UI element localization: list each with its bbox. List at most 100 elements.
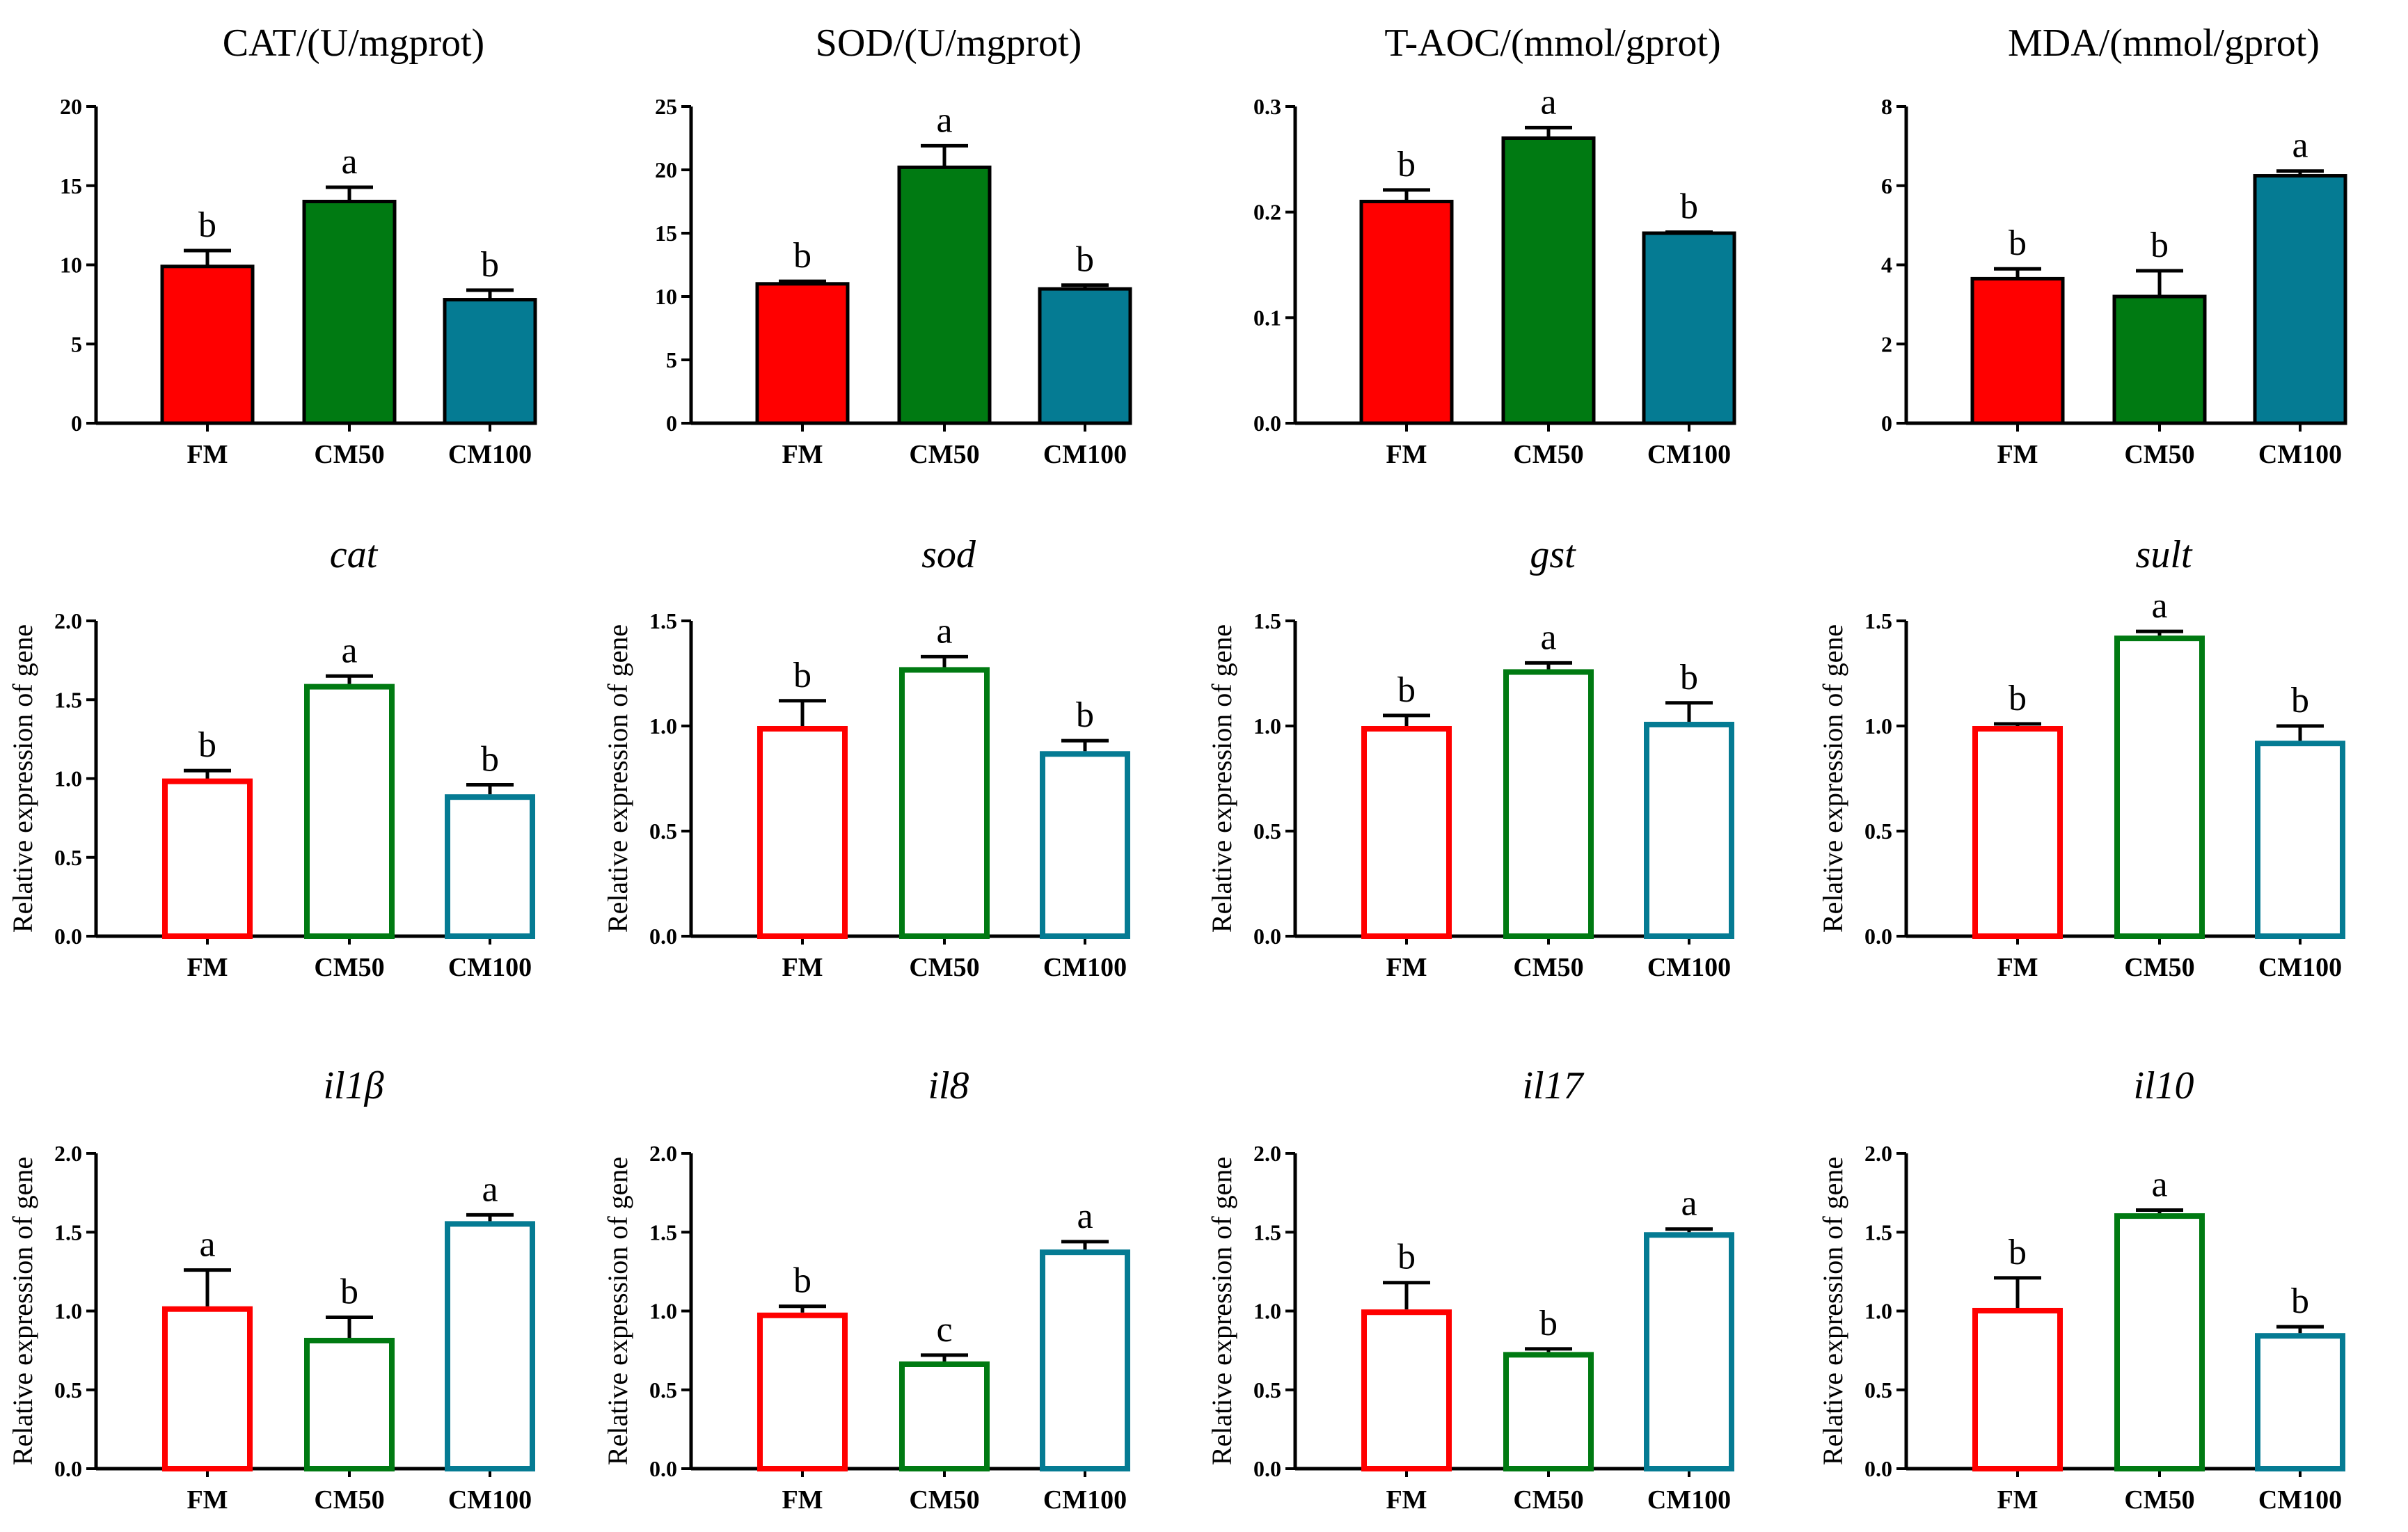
chart-2: SOD/(U/mgprot) 0 5 10 15 20 25 FM b CM50 a CM100 b [655, 22, 1132, 469]
chart-9-y-tick-label: 1.5 [54, 1219, 82, 1245]
chart-12-bar-fm [1972, 1307, 2063, 1471]
chart-11-y-tick-label: 0.5 [1253, 1377, 1281, 1403]
chart-11-y-tick-label: 1.5 [1253, 1219, 1281, 1245]
chart-10-significance-letter: a [1077, 1197, 1093, 1236]
chart-3-significance-letter: b [1397, 145, 1416, 184]
chart-8-y-tick-label: 0.0 [1864, 924, 1892, 949]
chart-11-category-label: CM50 [1513, 1485, 1583, 1515]
chart-2-y-tick-label: 20 [655, 157, 677, 182]
chart-4-significance-letter: b [2009, 223, 2027, 263]
chart-8-category-label: FM [1997, 953, 2038, 982]
chart-12-y-tick-label: 0.5 [1864, 1377, 1892, 1403]
chart-8-significance-letter: b [2009, 679, 2027, 718]
chart-9-y-tick-label: 2.0 [54, 1141, 82, 1166]
chart-10-y-tick-label: 0.0 [649, 1456, 677, 1481]
chart-9-significance-letter: b [340, 1272, 358, 1312]
chart-10-significance-letter: c [936, 1310, 952, 1350]
chart-1-category-label: CM50 [314, 440, 384, 469]
chart-6-bar-cm50 [899, 667, 990, 939]
chart-8-bar-cm50 [2114, 635, 2205, 939]
chart-4-y-tick-label: 4 [1881, 253, 1892, 278]
chart-3-category-label: CM50 [1513, 440, 1583, 469]
chart-11-y-axis-title: Relative expression of gene [1206, 1157, 1237, 1465]
chart-7-y-tick-label: 1.0 [1253, 713, 1281, 739]
chart-3-y-tick-label: 0.2 [1253, 200, 1281, 225]
chart-5-bar-cm50 [304, 684, 395, 939]
chart-5-bar-cm100 [445, 794, 535, 940]
chart-2-y-tick-label: 15 [655, 221, 677, 246]
chart-12-bar-cm50 [2114, 1213, 2205, 1471]
chart-5-bar-fm [162, 778, 253, 939]
chart-1-bar-fm [160, 264, 255, 425]
chart-3-category-label: CM100 [1647, 440, 1731, 469]
chart-6: sod Relative expression of gene 0.0 0.5 1.0 1… [602, 533, 1130, 982]
chart-7-category-label: CM100 [1647, 953, 1731, 982]
chart-12-category-label: CM100 [2258, 1485, 2342, 1515]
chart-12-y-tick-label: 2.0 [1864, 1141, 1892, 1166]
chart-1: CAT/(U/mgprot) 0 5 10 15 20 FM b CM50 a CM100 b [60, 22, 537, 469]
chart-7-category-label: CM50 [1513, 953, 1583, 982]
chart-3-y-tick-label: 0.0 [1253, 411, 1281, 436]
chart-2-significance-letter: a [936, 100, 952, 140]
chart-12-y-tick-label: 0.0 [1864, 1456, 1892, 1481]
chart-8: sult Relative expression of gene 0.0 0.5 1.0… [1817, 533, 2345, 982]
chart-2-bar-cm100 [1038, 287, 1132, 425]
chart-7-y-tick-label: 1.5 [1253, 608, 1281, 633]
chart-4-bar-fm [1970, 276, 2065, 425]
chart-9-category-label: CM50 [314, 1485, 384, 1515]
chart-12-significance-letter: b [2291, 1281, 2309, 1321]
chart-10-y-tick-label: 1.5 [649, 1219, 677, 1245]
chart-3-significance-letter: a [1540, 82, 1556, 122]
chart-8-y-tick-label: 1.5 [1864, 608, 1892, 633]
chart-10-title: il8 [928, 1064, 969, 1107]
chart-2-significance-letter: b [793, 236, 811, 276]
chart-7: gst Relative expression of gene 0.0 0.5 1.0 1… [1206, 533, 1734, 982]
chart-11-category-label: FM [1386, 1485, 1427, 1515]
chart-4-significance-letter: b [2150, 226, 2169, 265]
chart-12: il10 Relative expression of gene 0.0 0.5 1.0… [1817, 1064, 2345, 1515]
chart-11-title: il17 [1522, 1064, 1584, 1107]
chart-5-y-axis-title: Relative expression of gene [7, 624, 38, 933]
chart-10-bar-cm100 [1040, 1249, 1130, 1472]
chart-10-y-tick-label: 0.5 [649, 1377, 677, 1403]
chart-5-category-label: CM100 [448, 953, 532, 982]
chart-5-y-tick-label: 1.5 [54, 687, 82, 712]
chart-6-y-tick-label: 1.0 [649, 713, 677, 739]
chart-11-bar-fm [1361, 1309, 1452, 1471]
chart-12-y-axis-title: Relative expression of gene [1817, 1157, 1848, 1465]
chart-2-bar-fm [755, 282, 850, 425]
chart-7-y-axis-title: Relative expression of gene [1206, 624, 1237, 933]
chart-5-category-label: CM50 [314, 953, 384, 982]
chart-2-y-tick-label: 25 [655, 94, 677, 119]
chart-6-bar-cm100 [1040, 751, 1130, 939]
chart-8-category-label: CM50 [2124, 953, 2194, 982]
chart-8-significance-letter: a [2151, 586, 2167, 626]
chart-3-category-label: FM [1386, 440, 1427, 469]
chart-2-title: SOD/(U/mgprot) [816, 22, 1082, 65]
chart-12-category-label: FM [1997, 1485, 2038, 1515]
chart-8-bar-cm100 [2255, 741, 2345, 939]
chart-5-significance-letter: b [481, 740, 499, 780]
chart-5-significance-letter: b [198, 725, 216, 765]
chart-8-category-label: CM100 [2258, 953, 2342, 982]
chart-5: cat Relative expression of gene 0.0 0.5 1.0 1… [7, 533, 535, 982]
chart-1-y-tick-label: 20 [60, 94, 82, 119]
chart-7-significance-letter: b [1680, 658, 1698, 697]
chart-9-y-tick-label: 0.5 [54, 1377, 82, 1403]
chart-10-category-label: CM100 [1043, 1485, 1127, 1515]
chart-11-bar-cm50 [1503, 1352, 1594, 1472]
chart-11-y-tick-label: 1.0 [1253, 1299, 1281, 1324]
chart-4-y-tick-label: 0 [1881, 411, 1892, 436]
chart-10-y-tick-label: 2.0 [649, 1141, 677, 1166]
chart-4-title: MDA/(mmol/gprot) [2008, 22, 2320, 65]
chart-4: MDA/(mmol/gprot) 0 2 4 6 8 FM b CM50 b CM100 a [1881, 22, 2347, 469]
chart-3-y-tick-label: 0.3 [1253, 94, 1281, 119]
chart-1-y-tick-label: 0 [71, 411, 82, 436]
chart-3-bar-cm50 [1501, 136, 1596, 425]
chart-5-y-tick-label: 0.0 [54, 924, 82, 949]
chart-6-category-label: CM100 [1043, 953, 1127, 982]
chart-2-bar-cm50 [897, 165, 992, 425]
chart-11-significance-letter: b [1539, 1304, 1558, 1343]
chart-6-category-label: CM50 [909, 953, 979, 982]
